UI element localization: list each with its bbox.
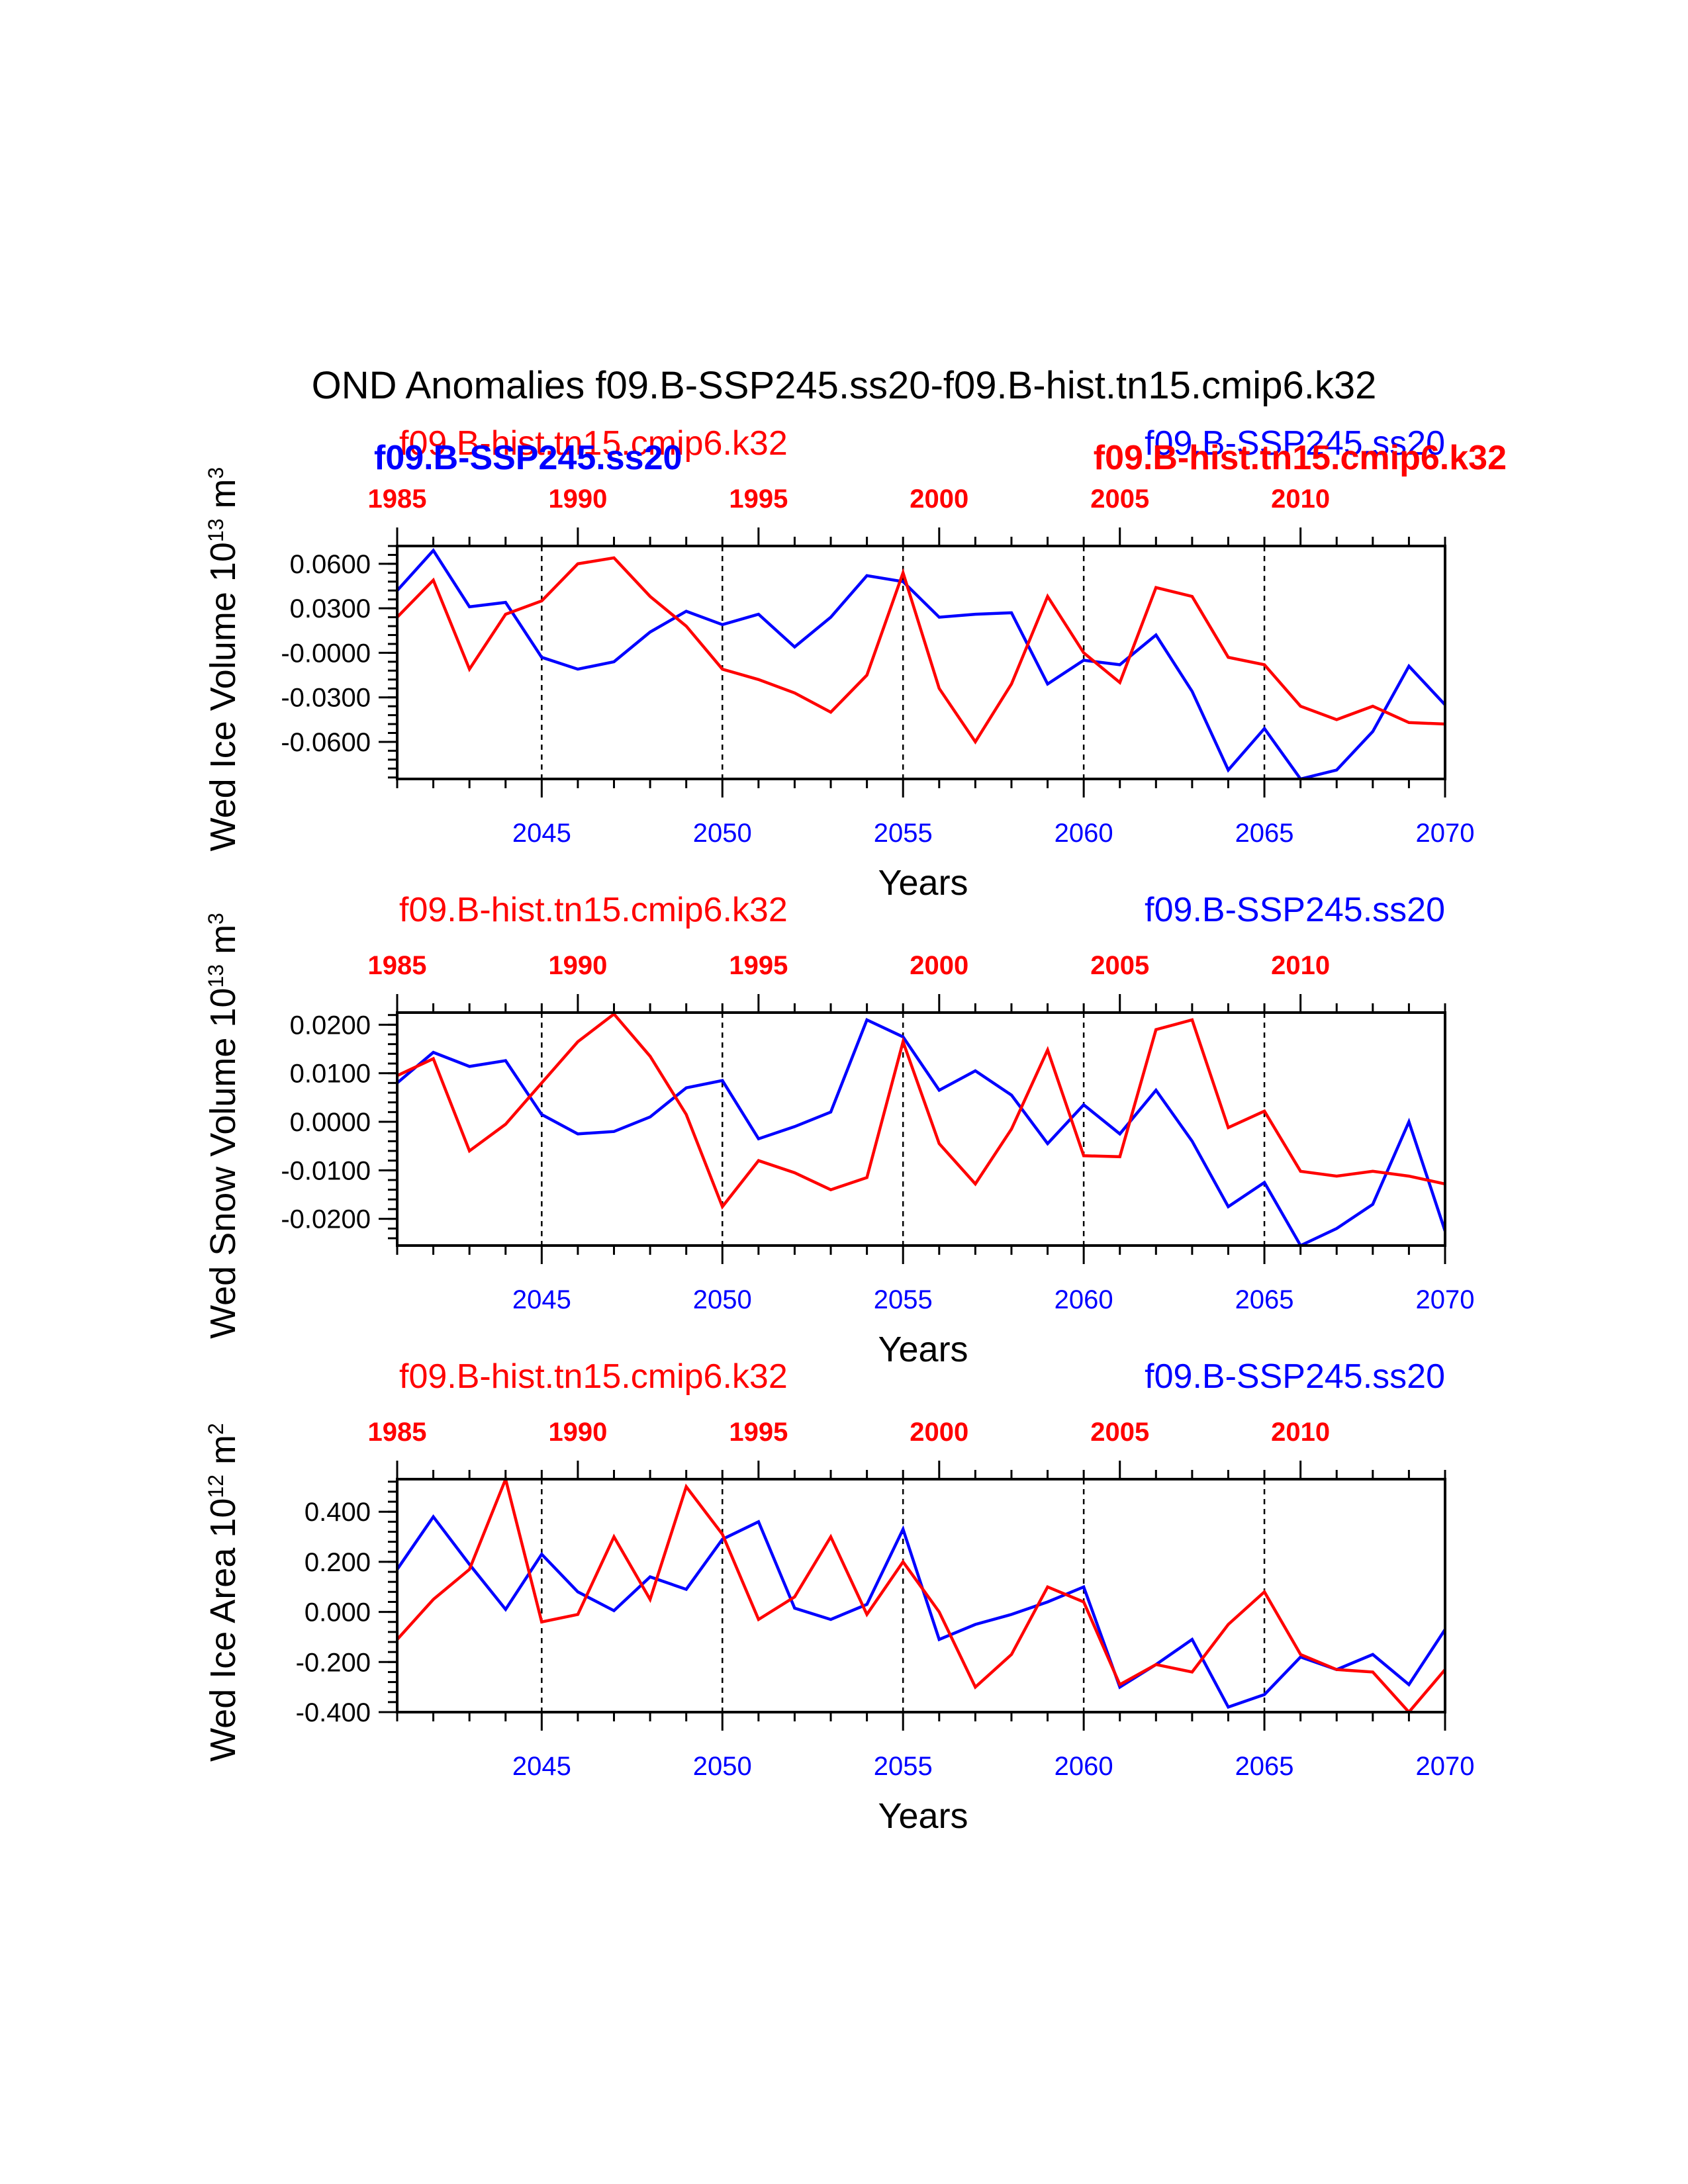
y-axis-label-unit: m	[203, 1435, 243, 1475]
series-line-ssp	[396, 548, 1446, 781]
bottom-tick-label: 2065	[1235, 819, 1294, 848]
top-tick-label: 2000	[910, 1418, 968, 1447]
panel-title-hist-left: f09.B-hist.tn15.cmip6.k32	[399, 424, 788, 463]
y-tick-label: 0.0200	[290, 1011, 371, 1040]
panels: 2045 2050 2055 2060 2065 2070 1985 1990 1995 2000…	[203, 424, 1507, 1836]
panel-title-hist-left: f09.B-hist.tn15.cmip6.k32	[399, 891, 788, 929]
plot-frame	[396, 1011, 1446, 1247]
bottom-tick-label: 2050	[693, 1285, 752, 1314]
y-tick-label: -0.0600	[281, 728, 371, 757]
bottom-tick-label: 2055	[874, 1752, 933, 1781]
top-tick-label: 2005	[1090, 484, 1149, 514]
top-tick-label: 1995	[729, 1418, 788, 1447]
y-tick-label: -0.200	[296, 1648, 371, 1677]
bottom-tick-label: 2050	[693, 1752, 752, 1781]
bottom-tick-label: 2060	[1055, 819, 1113, 848]
y-tick-label: 0.200	[305, 1548, 371, 1577]
y-axis-label-unit: m	[203, 925, 243, 964]
panel-title-hist-left: f09.B-hist.tn15.cmip6.k32	[399, 1357, 788, 1396]
top-tick-label: 1985	[368, 951, 427, 980]
top-tick-label: 2000	[910, 484, 968, 514]
x-axis-label: Years	[878, 1330, 968, 1369]
top-tick-label: 2010	[1271, 1418, 1330, 1447]
series-line-hist	[396, 1474, 1446, 1715]
y-axis-label-text: Wed Ice Area 10	[203, 1498, 243, 1762]
bottom-tick-label: 2045	[512, 1285, 571, 1314]
y-tick-label: -0.0200	[281, 1205, 371, 1234]
y-axis-label-exponent: 13	[204, 518, 228, 542]
bottom-tick-label: 2060	[1055, 1752, 1113, 1781]
top-tick-label: 1985	[368, 1418, 427, 1447]
top-tick-label: 2005	[1090, 1418, 1149, 1447]
bottom-tick-label: 2065	[1235, 1285, 1294, 1314]
bottom-tick-label: 2055	[874, 1285, 933, 1314]
chart-panel-1: 2045 2050 2055 2060 2065 2070 1985 1990 1995 2000…	[203, 424, 1507, 903]
y-axis-label: Wed Snow Volume 1013 m3	[203, 913, 243, 1339]
y-tick-label: -0.0100	[281, 1156, 371, 1185]
y-axis-label-unit-exponent: 3	[204, 913, 228, 925]
series-line-hist	[397, 1012, 1446, 1210]
top-tick-label: 1995	[729, 951, 788, 980]
bottom-tick-label: 2070	[1416, 819, 1475, 848]
series-line-ssp	[396, 1017, 1447, 1248]
y-axis-label-text: Wed Snow Volume 10	[203, 988, 243, 1339]
top-tick-label: 2010	[1271, 951, 1330, 980]
x-axis-label: Years	[878, 863, 968, 903]
y-axis-label-unit-exponent: 2	[204, 1423, 228, 1435]
x-axis-label: Years	[878, 1796, 968, 1836]
series-line-ssp	[396, 1514, 1446, 1709]
plot-frame	[396, 1478, 1446, 1713]
chart-panel-3: 2045 2050 2055 2060 2065 2070 1985 1990 1995 2000…	[203, 1357, 1474, 1836]
bottom-tick-label: 2050	[693, 819, 752, 848]
y-tick-label: -0.0300	[281, 684, 371, 713]
bottom-tick-label: 2070	[1416, 1752, 1475, 1781]
bottom-tick-label: 2060	[1055, 1285, 1113, 1314]
panel-title-ssp-right: f09.B-SSP245.ss20	[1145, 1357, 1445, 1396]
y-axis-label-exponent: 13	[204, 964, 228, 988]
top-tick-label: 2010	[1271, 484, 1330, 514]
panel-title-ssp-right: f09.B-SSP245.ss20	[1145, 891, 1445, 929]
top-tick-label: 1985	[368, 484, 427, 514]
bottom-tick-label: 2070	[1416, 1285, 1475, 1314]
bottom-tick-label: 2045	[512, 1752, 571, 1781]
panel-title-ssp-right: f09.B-SSP245.ss20	[1145, 424, 1445, 463]
top-tick-label: 1990	[548, 484, 607, 514]
top-tick-label: 2000	[910, 951, 968, 980]
y-axis-label-exponent: 12	[204, 1475, 228, 1498]
y-tick-label: 0.0100	[290, 1060, 371, 1089]
y-tick-label: -0.0000	[281, 639, 371, 668]
y-axis-label-unit-exponent: 3	[204, 467, 228, 479]
panel-title-hist-right: f09.B-hist.tn15.cmip6.k32	[1094, 439, 1507, 477]
figure-title: OND Anomalies f09.B-SSP245.ss20-f09.B-hi…	[312, 364, 1377, 407]
top-tick-label: 1995	[729, 484, 788, 514]
top-tick-label: 1990	[548, 1418, 607, 1447]
bottom-tick-label: 2045	[512, 819, 571, 848]
y-axis-label-text: Wed Ice Volume 10	[203, 542, 243, 851]
y-tick-label: 0.400	[305, 1498, 371, 1527]
chart-panel-2: 2045 2050 2055 2060 2065 2070 1985 1990 1995 2000…	[203, 891, 1474, 1369]
y-tick-label: 0.0300	[290, 594, 371, 623]
y-axis-label-unit: m	[203, 478, 243, 518]
y-tick-label: -0.400	[296, 1698, 371, 1727]
bottom-tick-label: 2055	[874, 819, 933, 848]
top-tick-label: 1990	[548, 951, 607, 980]
y-tick-label: 0.0000	[290, 1108, 371, 1137]
y-tick-label: 0.000	[305, 1598, 371, 1627]
bottom-tick-label: 2065	[1235, 1752, 1294, 1781]
y-axis-label: Wed Ice Volume 1013 m3	[203, 467, 243, 852]
top-tick-label: 2005	[1090, 951, 1149, 980]
series-line-hist	[396, 556, 1446, 745]
y-tick-label: 0.0600	[290, 550, 371, 579]
y-axis-label: Wed Ice Area 1012 m2	[203, 1423, 243, 1762]
panel-title-ssp-left: f09.B-SSP245.ss20	[374, 439, 682, 477]
